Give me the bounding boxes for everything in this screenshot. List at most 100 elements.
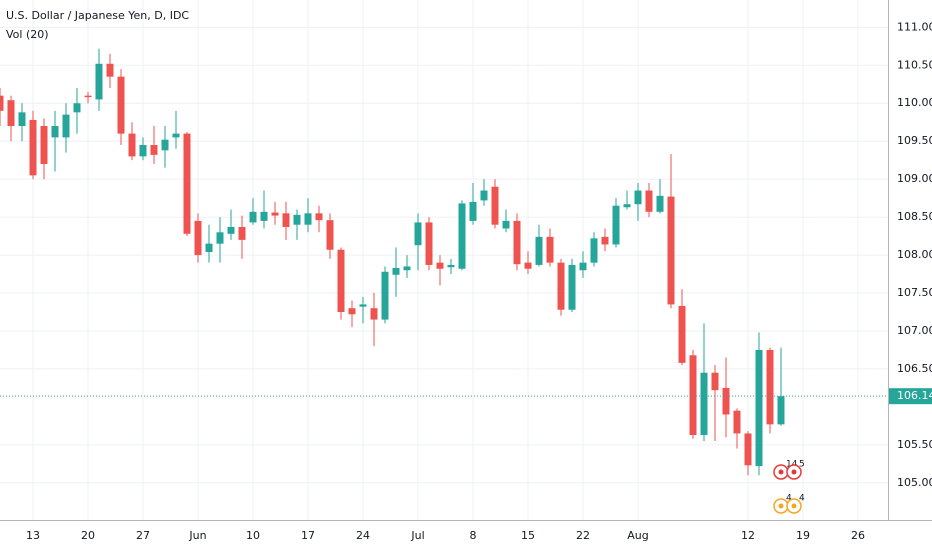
candle-body — [645, 190, 653, 212]
candle-body — [282, 213, 290, 227]
x-tick-label: Jul — [410, 529, 424, 542]
candle-body — [337, 249, 345, 312]
candle-body — [623, 204, 631, 208]
y-tick-label: 110.000 — [897, 96, 932, 109]
candle-body — [172, 133, 180, 138]
candle-body — [7, 100, 15, 127]
candle-body — [0, 95, 4, 111]
candle-body — [216, 232, 224, 244]
y-tick-label: 110.500 — [897, 58, 932, 71]
candle-body — [524, 262, 532, 269]
event-dot — [791, 469, 797, 475]
candle-body — [326, 220, 334, 250]
event-count: 4 — [786, 494, 792, 504]
candle-body — [359, 304, 367, 307]
candle-body — [557, 262, 565, 310]
candle-body — [62, 114, 70, 138]
candle-body — [315, 213, 323, 221]
candle-body — [106, 63, 114, 77]
x-tick-label: 22 — [576, 529, 590, 542]
candle-body — [722, 387, 730, 415]
candle-body — [29, 119, 37, 176]
candle-body — [348, 308, 356, 315]
y-tick-label: 108.500 — [897, 210, 932, 223]
x-tick-label: 20 — [81, 529, 95, 542]
candle-body — [139, 144, 147, 157]
y-tick-label: 107.000 — [897, 324, 932, 337]
candle-body — [579, 262, 587, 271]
candle-body — [491, 186, 499, 225]
y-tick-label: 105.500 — [897, 438, 932, 451]
event-count: 5 — [799, 460, 805, 470]
candle-body — [755, 349, 763, 467]
candle-body — [84, 95, 92, 98]
candle-body — [535, 236, 543, 265]
last-price-box — [889, 388, 932, 405]
event-dot — [778, 469, 784, 475]
candle-body — [700, 372, 708, 435]
candle-body — [227, 226, 235, 234]
x-tick-label: 27 — [136, 529, 150, 542]
y-tick-label: 111.000 — [897, 20, 932, 33]
x-tick-label: 17 — [301, 529, 315, 542]
candle-body — [95, 63, 103, 100]
candle-body — [436, 262, 444, 269]
candle-body — [40, 126, 48, 164]
x-tick-label: Jun — [188, 529, 206, 542]
chart-title: U.S. Dollar / Japanese Yen, D, IDC — [6, 9, 189, 22]
candle-body — [370, 308, 378, 320]
candle-body — [260, 211, 268, 221]
y-tick-label: 109.500 — [897, 134, 932, 147]
y-tick-label: 108.000 — [897, 248, 932, 261]
candle-body — [271, 212, 279, 216]
x-tick-label: Aug — [627, 529, 648, 542]
y-tick-label: 106.500 — [897, 362, 932, 375]
candle-body — [689, 355, 697, 435]
candle-body — [601, 236, 609, 245]
candle-body — [546, 236, 554, 263]
candle-body — [656, 195, 664, 212]
candle-body — [612, 205, 620, 245]
candle-body — [194, 220, 202, 256]
event-dot — [791, 503, 797, 509]
x-tick-label: 19 — [796, 529, 810, 542]
candle-body — [711, 372, 719, 391]
candle-body — [469, 201, 477, 221]
candle-body — [128, 133, 136, 157]
y-tick-label: 105.000 — [897, 476, 932, 489]
candle-body — [392, 267, 400, 275]
candle-body — [667, 196, 675, 305]
candle-body — [766, 349, 774, 425]
candle-body — [447, 264, 455, 268]
candle-body — [183, 133, 191, 234]
x-tick-label: 13 — [26, 529, 40, 542]
x-tick-label: 26 — [851, 529, 865, 542]
event-count: 4 — [799, 494, 805, 504]
x-tick-label: 24 — [356, 529, 370, 542]
candle-body — [150, 144, 158, 155]
event-count: 14 — [786, 460, 798, 470]
candle-body — [458, 203, 466, 269]
candle-body — [480, 190, 488, 201]
candle-body — [744, 433, 752, 466]
candle-body — [73, 103, 81, 113]
candle-body — [18, 112, 26, 127]
candle-body — [425, 222, 433, 265]
candle-body — [414, 222, 422, 246]
candle-body — [502, 220, 510, 229]
candle-body — [590, 238, 598, 263]
candle-body — [513, 220, 521, 265]
last-price-label: 106.141 — [897, 389, 932, 402]
candle-body — [51, 126, 59, 138]
candle-body — [678, 305, 686, 363]
candle-body — [293, 214, 301, 225]
candle-body — [249, 211, 257, 223]
candle-body — [304, 213, 312, 225]
candle-body — [777, 396, 785, 425]
candle-body — [403, 266, 411, 271]
candle-body — [161, 139, 169, 151]
candle-body — [568, 264, 576, 310]
x-tick-label: 10 — [246, 529, 260, 542]
